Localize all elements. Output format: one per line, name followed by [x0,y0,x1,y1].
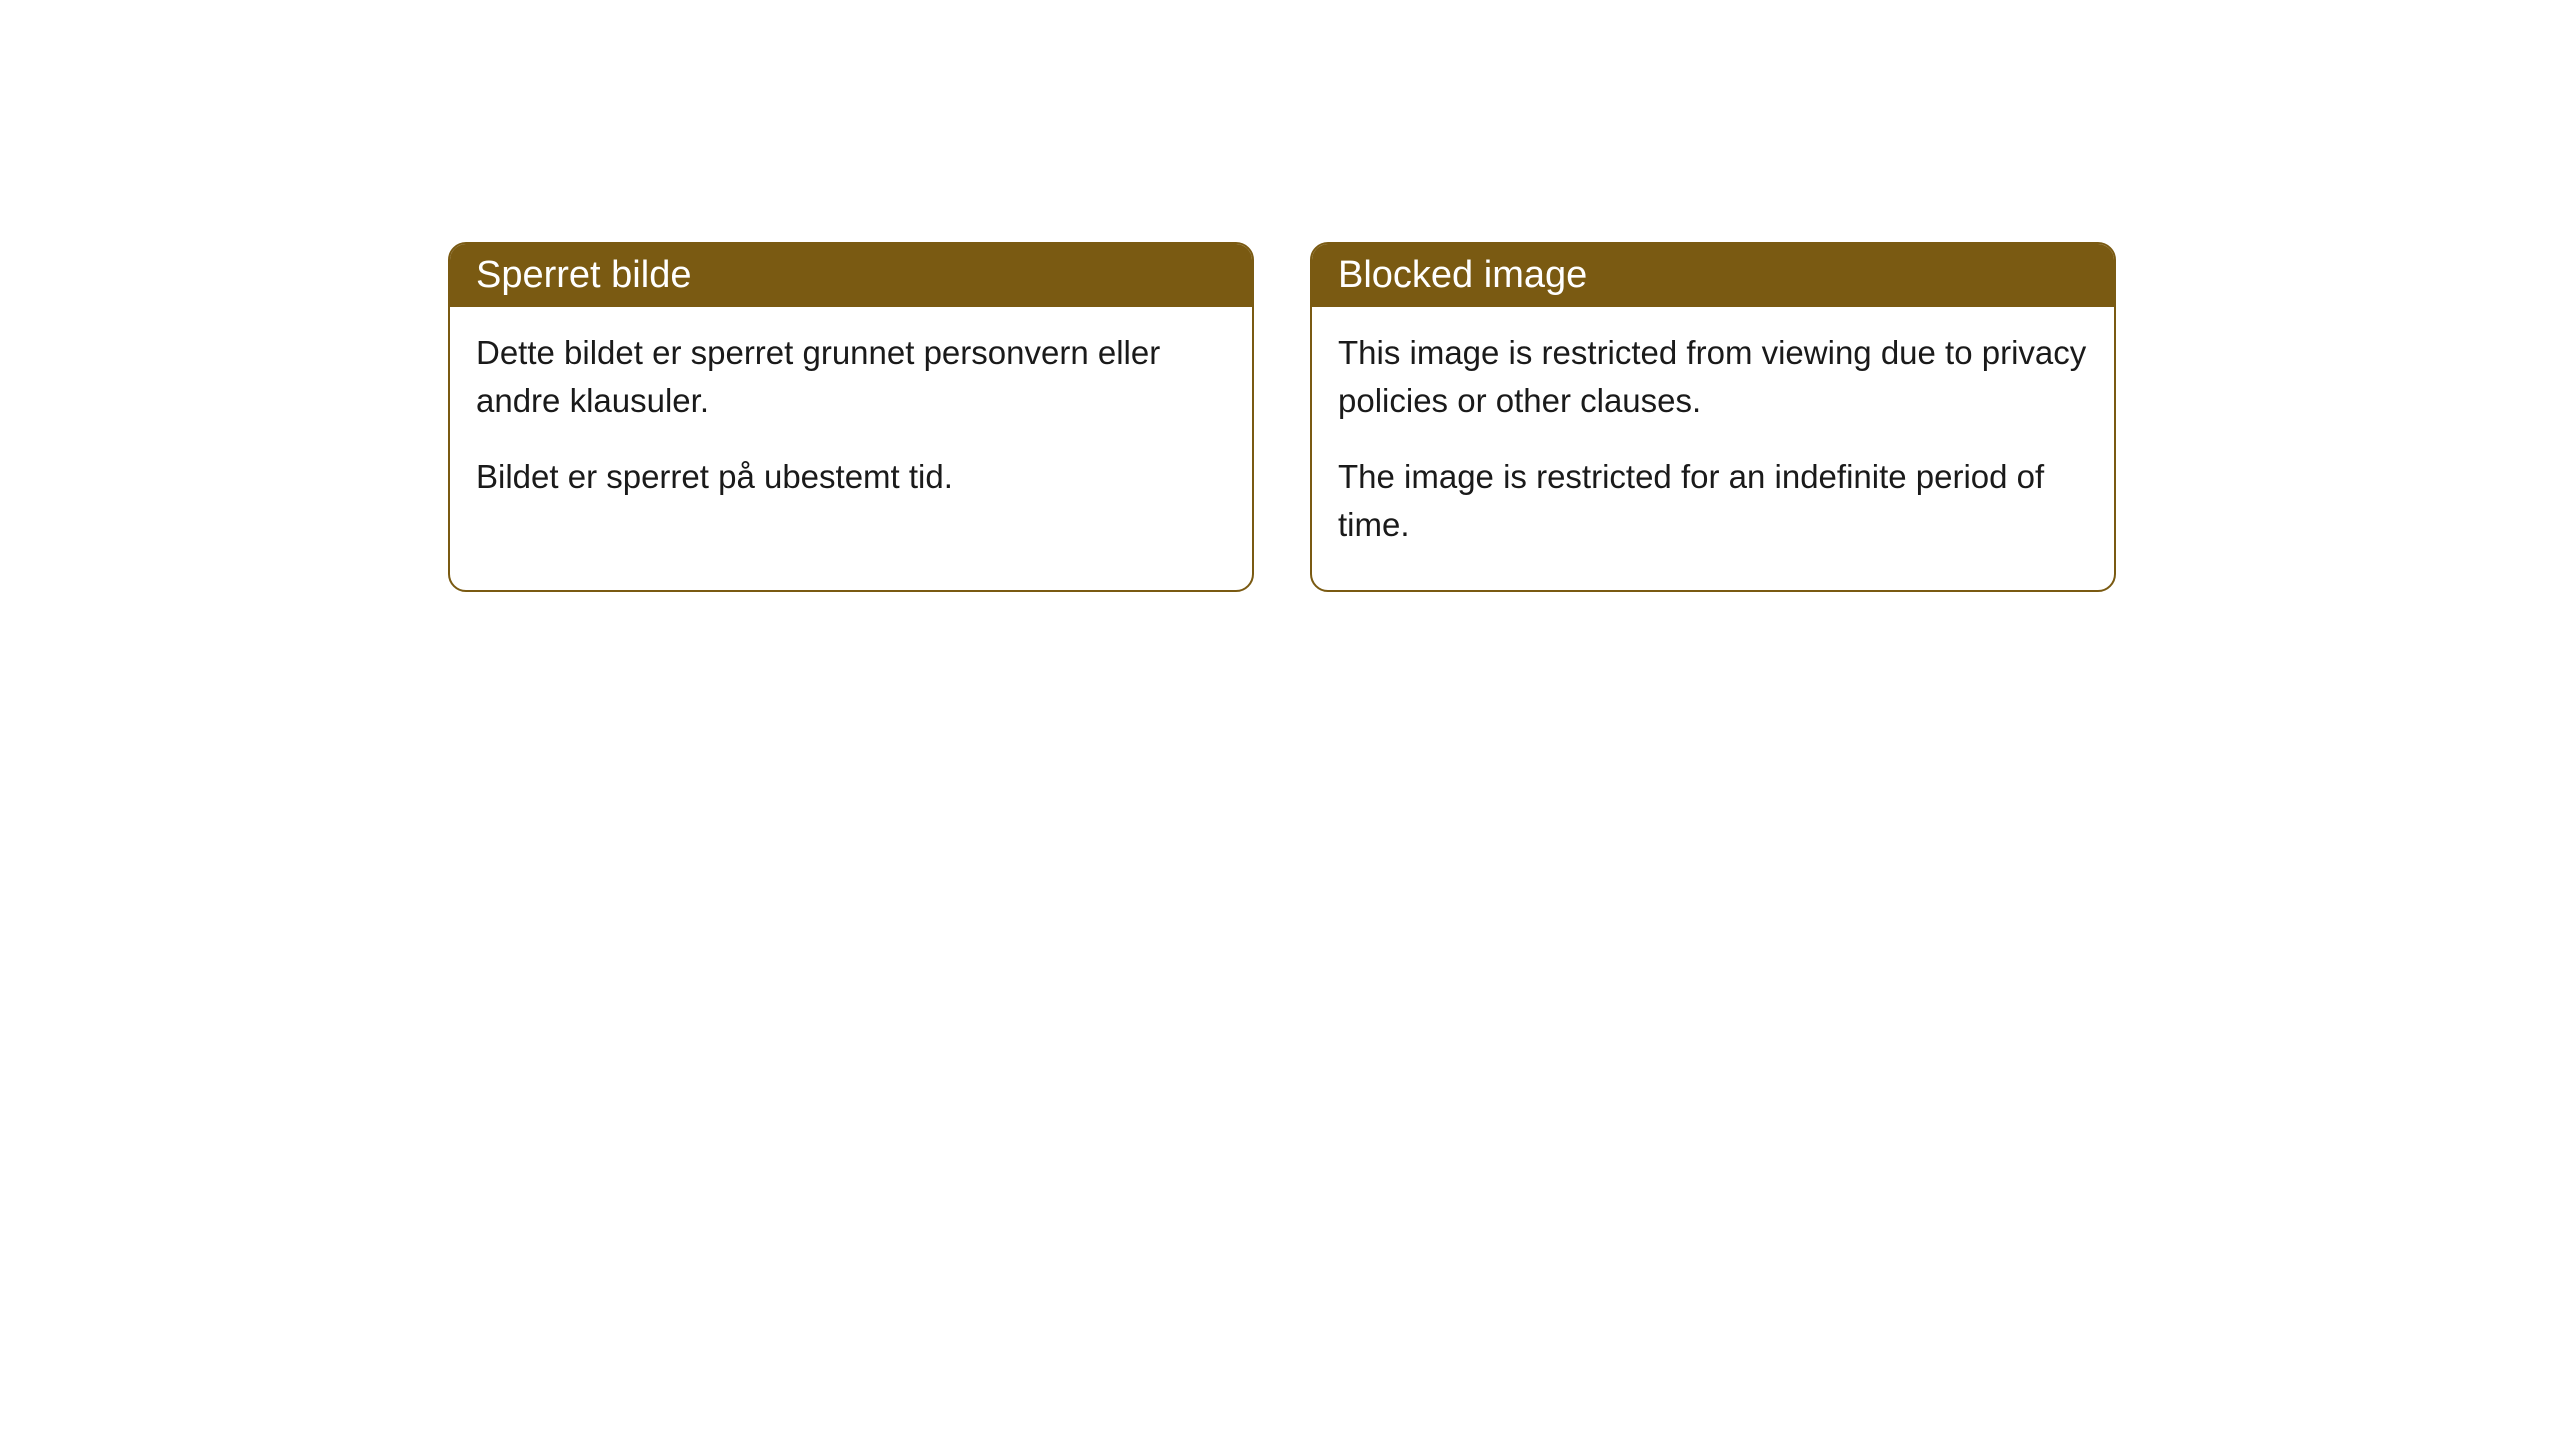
card-title: Sperret bilde [476,254,691,296]
card-paragraph: The image is restricted for an indefinit… [1338,453,2088,549]
card-header: Blocked image [1312,244,2114,307]
notice-card-english: Blocked image This image is restricted f… [1310,242,2116,592]
notice-card-norwegian: Sperret bilde Dette bildet er sperret gr… [448,242,1254,592]
notice-container: Sperret bilde Dette bildet er sperret gr… [448,242,2116,592]
card-paragraph: Dette bildet er sperret grunnet personve… [476,329,1226,425]
card-header: Sperret bilde [450,244,1252,307]
card-title: Blocked image [1338,254,1587,296]
card-body: Dette bildet er sperret grunnet personve… [450,307,1252,543]
card-body: This image is restricted from viewing du… [1312,307,2114,590]
card-paragraph: This image is restricted from viewing du… [1338,329,2088,425]
card-paragraph: Bildet er sperret på ubestemt tid. [476,453,1226,501]
